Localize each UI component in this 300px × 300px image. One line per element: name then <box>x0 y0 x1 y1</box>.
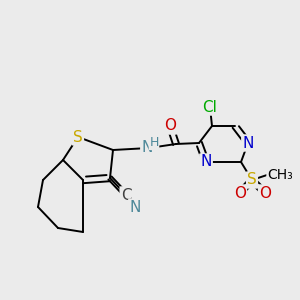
Text: N: N <box>141 140 153 155</box>
Text: CH₃: CH₃ <box>267 168 293 182</box>
Text: Cl: Cl <box>202 100 217 115</box>
Text: O: O <box>259 185 271 200</box>
Text: O: O <box>234 185 246 200</box>
Text: N: N <box>242 136 254 151</box>
Text: S: S <box>247 172 257 188</box>
Text: N: N <box>129 200 141 214</box>
Text: O: O <box>164 118 176 134</box>
Text: N: N <box>200 154 212 169</box>
Text: S: S <box>73 130 83 145</box>
Text: C: C <box>121 188 131 202</box>
Text: H: H <box>149 136 159 149</box>
